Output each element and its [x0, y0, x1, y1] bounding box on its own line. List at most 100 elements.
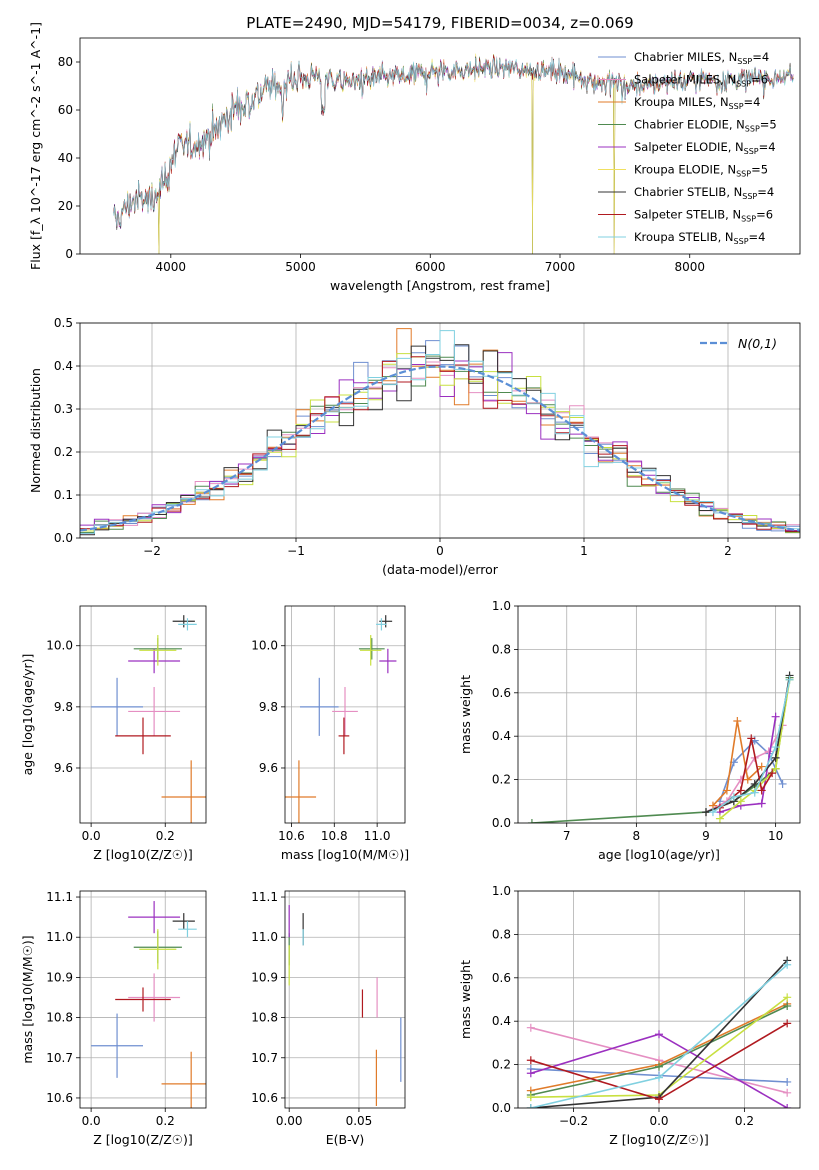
x-axis-label: E(B-V)	[326, 1132, 365, 1147]
panel-age_vs_Z: 0.0 0.2 9.6 9.8 10.0 Z [log10(Z/Z☉)] age [log1…	[20, 605, 207, 862]
data-marker	[783, 1088, 792, 1097]
y-tick-label: 0.0	[492, 816, 511, 830]
x-tick-label: −2	[143, 544, 161, 558]
series-line	[719, 716, 777, 813]
point-salpeter-stelib	[115, 717, 171, 755]
data-marker	[722, 786, 731, 795]
y-tick-label: 11.1	[251, 890, 278, 904]
y-tick-label: 0.2	[492, 1058, 511, 1072]
residuals-legend: N(0,1)	[700, 336, 777, 351]
legend-label: Salpeter MILES, NSSP=6	[634, 73, 768, 89]
panel-mass_vs_ebv: 0.00 0.05 10.6 10.7 10.8 10.9 11.0 11.1 E(B-V)	[251, 890, 406, 1147]
legend-label: Chabrier ELODIE, NSSP=5	[634, 118, 777, 134]
y-tick-label: 40	[58, 151, 73, 165]
data-marker	[729, 792, 738, 801]
data-marker	[743, 775, 752, 784]
x-axis-label: Z [log10(Z/Z☉)]	[93, 847, 193, 862]
axes-frame	[79, 37, 801, 255]
legend-label: Salpeter ELODIE, NSSP=4	[634, 140, 776, 156]
y-tick-label: 11.0	[251, 930, 278, 944]
axes-frame	[284, 890, 406, 1109]
x-tick-label: 9	[702, 829, 710, 843]
y-tick-label: 20	[58, 199, 73, 213]
y-tick-label: 1.0	[492, 599, 511, 613]
plot-area-residuals	[80, 328, 800, 536]
y-tick-label: 10.9	[46, 970, 73, 984]
data-marker	[750, 779, 759, 788]
y-tick-label: 10.6	[46, 1091, 73, 1105]
x-axis-label: Z [log10(Z/Z☉)]	[93, 1132, 193, 1147]
plot-area-age_vs_Z	[91, 615, 206, 823]
y-tick-label: 0.8	[492, 642, 511, 656]
axes-frame	[517, 605, 801, 824]
series-salpeter-elodie	[526, 1030, 792, 1108]
point-salpeter-miles	[332, 686, 358, 736]
plot-layer: 4000 5000 6000 7000 8000020406080wavelength …	[20, 22, 801, 1147]
y-tick-label: 10.8	[46, 1011, 73, 1025]
axes-spectrum: 4000 5000 6000 7000 8000 0 20 40 60 80 wavelength …	[28, 22, 801, 293]
plot-area-weight_vs_Z	[526, 956, 792, 1108]
y-tick-label: 10.8	[251, 1011, 278, 1025]
axes-age_vs_mass: 10.6 10.8 11.0 9.6 9.8 10.0 mass [log10(M/M☉)]	[251, 605, 409, 862]
histogram-kroupa-elodie	[80, 353, 800, 533]
legend-label: Chabrier STELIB, NSSP=4	[634, 185, 774, 201]
x-tick-label: 6000	[415, 260, 446, 274]
data-marker	[783, 960, 792, 969]
grid-age_vs_Z	[80, 606, 206, 823]
y-tick-label: 9.8	[54, 700, 73, 714]
series-kroupa-stelib	[708, 675, 794, 817]
point-kroupa-elodie	[360, 635, 382, 666]
y-tick-label: 0.4	[492, 729, 511, 743]
data-marker	[526, 1104, 535, 1108]
y-tick-label: 0.2	[492, 773, 511, 787]
axes-frame	[284, 605, 406, 824]
x-tick-label: 7	[563, 829, 571, 843]
y-tick-label: 11.0	[46, 930, 73, 944]
plot-area-mass_vs_ebv	[288, 905, 402, 1106]
data-marker	[783, 993, 792, 1002]
data-marker	[783, 1019, 792, 1028]
x-tick-label: 4000	[156, 260, 187, 274]
data-marker	[771, 712, 780, 721]
spectrum-line-kroupa-stelib	[113, 57, 794, 227]
point-kroupa-miles	[285, 760, 317, 823]
y-tick-label: 1.0	[492, 884, 511, 898]
y-tick-label: 60	[58, 103, 73, 117]
y-tick-label: 10.7	[251, 1051, 278, 1065]
data-marker	[757, 786, 766, 795]
y-tick-label: 9.6	[259, 761, 278, 775]
data-marker	[771, 753, 780, 762]
axes-frame	[79, 322, 801, 539]
data-marker	[526, 1069, 535, 1078]
series-kroupa-miles	[708, 717, 766, 810]
panel-mass_vs_Z: 0.0 0.2 10.6 10.7 10.8 10.9 11.0 11.1 Z [log10(Z…	[20, 890, 207, 1147]
data-marker	[655, 1073, 663, 1082]
y-axis-label: Flux [f_λ 10^-17 erg cm^-2 s^-1 A^-1]	[28, 22, 43, 270]
data-marker	[771, 743, 780, 752]
y-tick-label: 10.6	[251, 1091, 278, 1105]
x-tick-label: 8000	[674, 260, 705, 274]
point-salpeter-elodie	[128, 648, 181, 674]
x-axis-label: (data-model)/error	[382, 562, 499, 577]
y-axis-label: mass weight	[458, 675, 473, 754]
legend-label: Kroupa MILES, NSSP=4	[634, 95, 760, 111]
point-chabrier-miles	[300, 677, 339, 736]
data-marker	[733, 717, 742, 726]
data-marker	[655, 1030, 663, 1039]
y-tick-label: 0.3	[54, 402, 73, 416]
legend-label: N(0,1)	[738, 336, 777, 351]
x-tick-label: 0	[436, 544, 444, 558]
legend-label: Salpeter STELIB, NSSP=6	[634, 208, 773, 224]
series-salpeter-stelib	[526, 1019, 792, 1104]
y-tick-label: 10.0	[251, 639, 278, 653]
point-kroupa-elodie	[139, 635, 177, 666]
axes-residuals: −2 −1 0 1 2 0.0 0.1 0.2 0.3 0.4 0.5 (data-model)/er…	[28, 316, 801, 577]
y-tick-label: 0.0	[492, 1101, 511, 1115]
y-tick-label: 11.1	[46, 890, 73, 904]
y-tick-label: 9.6	[54, 761, 73, 775]
data-marker	[527, 819, 536, 823]
axes-weight_vs_Z: −0.2 0.0 0.2 0.0 0.2 0.4 0.6 0.8 1.0 Z [log10(Z/Z…	[458, 884, 801, 1147]
data-marker	[655, 1095, 663, 1104]
y-tick-label: 0.6	[492, 971, 511, 985]
data-marker	[526, 1056, 535, 1065]
